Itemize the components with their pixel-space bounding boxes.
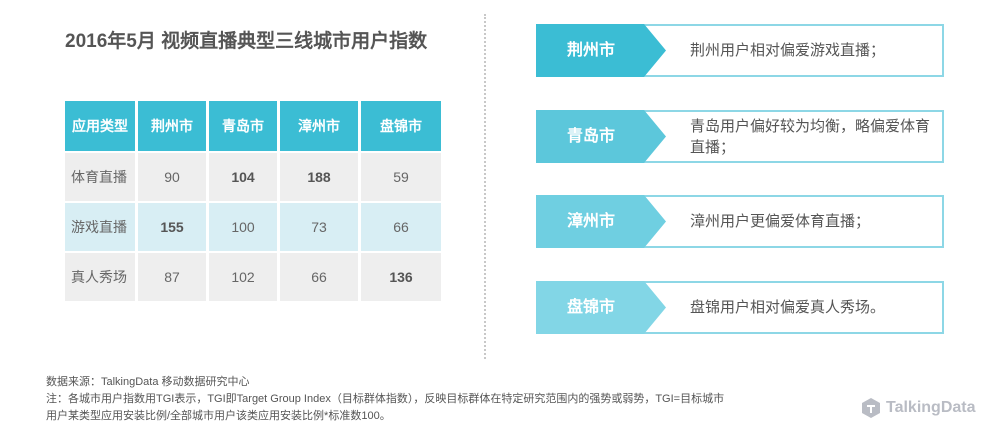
row-label: 真人秀场 bbox=[65, 253, 135, 301]
city-card-zhangzhou: 漳州市 漳州用户更偏爱体育直播； bbox=[536, 195, 944, 248]
city-description: 荆州用户相对偏爱游戏直播； bbox=[690, 42, 886, 59]
city-tag: 漳州市 bbox=[536, 195, 666, 248]
city-tag: 荆州市 bbox=[536, 24, 666, 77]
row-label: 体育直播 bbox=[65, 153, 135, 201]
table-row: 游戏直播 155 100 73 66 bbox=[65, 203, 441, 251]
table-cell: 87 bbox=[138, 253, 206, 301]
table-row: 真人秀场 87 102 66 136 bbox=[65, 253, 441, 301]
brand-name: TalkingData bbox=[886, 399, 976, 416]
city-tag-label: 荆州市 bbox=[566, 42, 615, 59]
talkingdata-logo-icon bbox=[862, 398, 880, 418]
table-cell: 102 bbox=[209, 253, 277, 301]
city-description: 盘锦用户相对偏爱真人秀场。 bbox=[690, 299, 886, 316]
city-description: 漳州用户更偏爱体育直播； bbox=[690, 213, 871, 230]
table-cell: 66 bbox=[361, 203, 441, 251]
note-line: 用户某类型应用安装比例/全部城市用户该类应用安装比例*标准数100。 bbox=[46, 410, 391, 422]
city-card-jingzhou: 荆州市 荆州用户相对偏爱游戏直播； bbox=[536, 24, 944, 77]
table-cell: 66 bbox=[280, 253, 358, 301]
column-header: 荆州市 bbox=[138, 101, 206, 151]
column-header: 盘锦市 bbox=[361, 101, 441, 151]
footnotes: 数据来源：TalkingData 移动数据研究中心 注：各城市用户指数用TGI表… bbox=[46, 374, 724, 425]
chart-title: 2016年5月 视频直播典型三线城市用户指数 bbox=[65, 31, 428, 52]
city-tag-label: 盘锦市 bbox=[566, 299, 615, 316]
table-header-row: 应用类型 荆州市 青岛市 漳州市 盘锦市 bbox=[65, 101, 441, 151]
table-row: 体育直播 90 104 188 59 bbox=[65, 153, 441, 201]
column-header: 应用类型 bbox=[65, 101, 135, 151]
city-description: 青岛用户偏好较为均衡，略偏爱体育直播； bbox=[690, 117, 931, 156]
city-card-qingdao: 青岛市 青岛用户偏好较为均衡，略偏爱体育直播； bbox=[536, 110, 944, 163]
tgi-table: 应用类型 荆州市 青岛市 漳州市 盘锦市 体育直播 90 104 188 59 … bbox=[62, 99, 444, 303]
table-cell: 59 bbox=[361, 153, 441, 201]
table-cell: 136 bbox=[361, 253, 441, 301]
city-tag-label: 漳州市 bbox=[566, 213, 615, 230]
data-source: 数据来源：TalkingData 移动数据研究中心 bbox=[46, 376, 250, 388]
city-tag: 盘锦市 bbox=[536, 281, 666, 334]
table-cell: 100 bbox=[209, 203, 277, 251]
note-line: 注：各城市用户指数用TGI表示，TGI即Target Group Index（目… bbox=[46, 393, 725, 405]
dotted-divider bbox=[484, 14, 486, 359]
city-tag: 青岛市 bbox=[536, 110, 666, 163]
table-cell: 155 bbox=[138, 203, 206, 251]
table-cell: 73 bbox=[280, 203, 358, 251]
table-cell: 188 bbox=[280, 153, 358, 201]
brand-logo: TalkingData bbox=[860, 397, 976, 419]
column-header: 漳州市 bbox=[280, 101, 358, 151]
city-card-panjin: 盘锦市 盘锦用户相对偏爱真人秀场。 bbox=[536, 281, 944, 334]
city-tag-label: 青岛市 bbox=[566, 128, 615, 145]
row-label: 游戏直播 bbox=[65, 203, 135, 251]
table-cell: 104 bbox=[209, 153, 277, 201]
table-cell: 90 bbox=[138, 153, 206, 201]
column-header: 青岛市 bbox=[209, 101, 277, 151]
